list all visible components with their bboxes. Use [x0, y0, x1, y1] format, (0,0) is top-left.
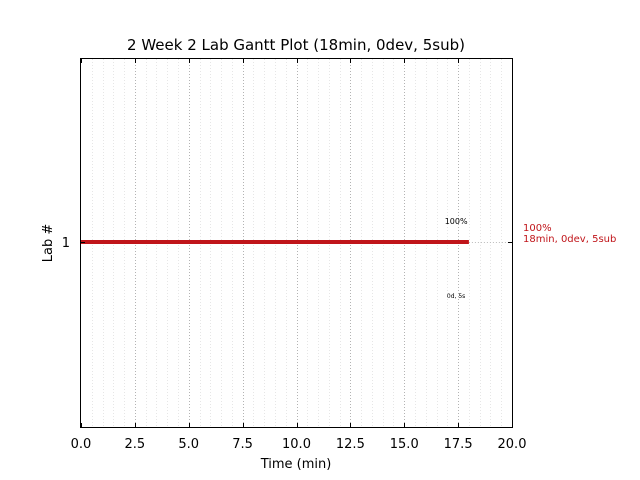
x-tick-label: 2.5: [125, 437, 146, 452]
y-tick-label: 1: [62, 236, 70, 251]
x-tick-label: 12.5: [336, 437, 365, 452]
bar-side-label-line2: 18min, 0dev, 5sub: [523, 234, 616, 245]
x-tick-label: 17.5: [444, 437, 473, 452]
gantt-bar: [81, 240, 469, 244]
x-tick-label: 7.5: [232, 437, 253, 452]
x-tick-label: 15.0: [390, 437, 419, 452]
x-axis-ticks: 0.0 2.5 5.0 7.5 10.0 12.5 15.0 17.5 20.0: [71, 59, 527, 452]
x-tick-label: 0.0: [71, 437, 92, 452]
bar-percent-label: 100%: [445, 217, 468, 226]
y-axis-label: Lab #: [41, 224, 56, 263]
x-axis-label: Time (min): [260, 457, 332, 472]
x-tick-label: 20.0: [498, 437, 527, 452]
bar-sub-label: 0d, 5s: [447, 293, 465, 300]
bar-side-label-line1: 100%: [523, 223, 552, 234]
plot-area: [80, 58, 513, 428]
chart-title: 2 Week 2 Lab Gantt Plot (18min, 0dev, 5s…: [127, 36, 465, 54]
y-axis-ticks: 1: [62, 236, 512, 251]
x-tick-label: 10.0: [282, 437, 311, 452]
x-tick-label: 5.0: [178, 437, 199, 452]
